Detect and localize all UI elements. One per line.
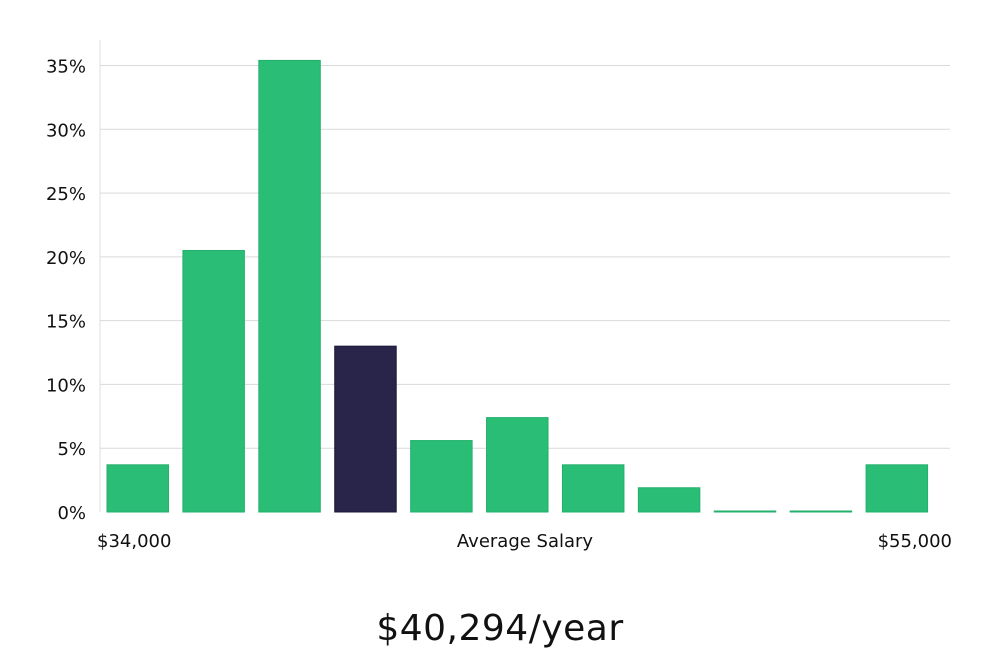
x-max-label: $55,000 xyxy=(878,531,952,552)
y-tick-label: 30% xyxy=(46,120,86,141)
y-tick-label: 5% xyxy=(57,439,86,460)
y-tick-label: 25% xyxy=(46,184,86,205)
bars xyxy=(106,59,929,513)
x-axis-label: Average Salary xyxy=(457,531,594,552)
bar xyxy=(182,249,245,513)
y-tick-label: 35% xyxy=(46,57,86,78)
bar xyxy=(637,487,701,513)
bar xyxy=(713,510,777,513)
y-tick-label: 15% xyxy=(46,312,86,333)
bar xyxy=(486,417,549,513)
bar xyxy=(561,464,625,513)
average-salary-value: $40,294/year xyxy=(376,608,624,649)
bar xyxy=(106,464,169,513)
y-tick-label: 10% xyxy=(46,375,86,396)
x-min-label: $34,000 xyxy=(97,531,171,552)
bar xyxy=(789,510,853,513)
y-tick-label: 20% xyxy=(46,248,86,269)
salary-histogram: 0% 5% 10% 15% 20% 25% 30% 35% $34,000 Average S… xyxy=(46,40,952,552)
y-tick-label: 0% xyxy=(57,503,86,524)
y-axis-ticks: 0% 5% 10% 15% 20% 25% 30% 35% xyxy=(46,57,86,524)
bar xyxy=(410,440,473,513)
bar xyxy=(865,464,929,513)
bar xyxy=(258,59,321,513)
bar-highlighted xyxy=(334,345,397,513)
